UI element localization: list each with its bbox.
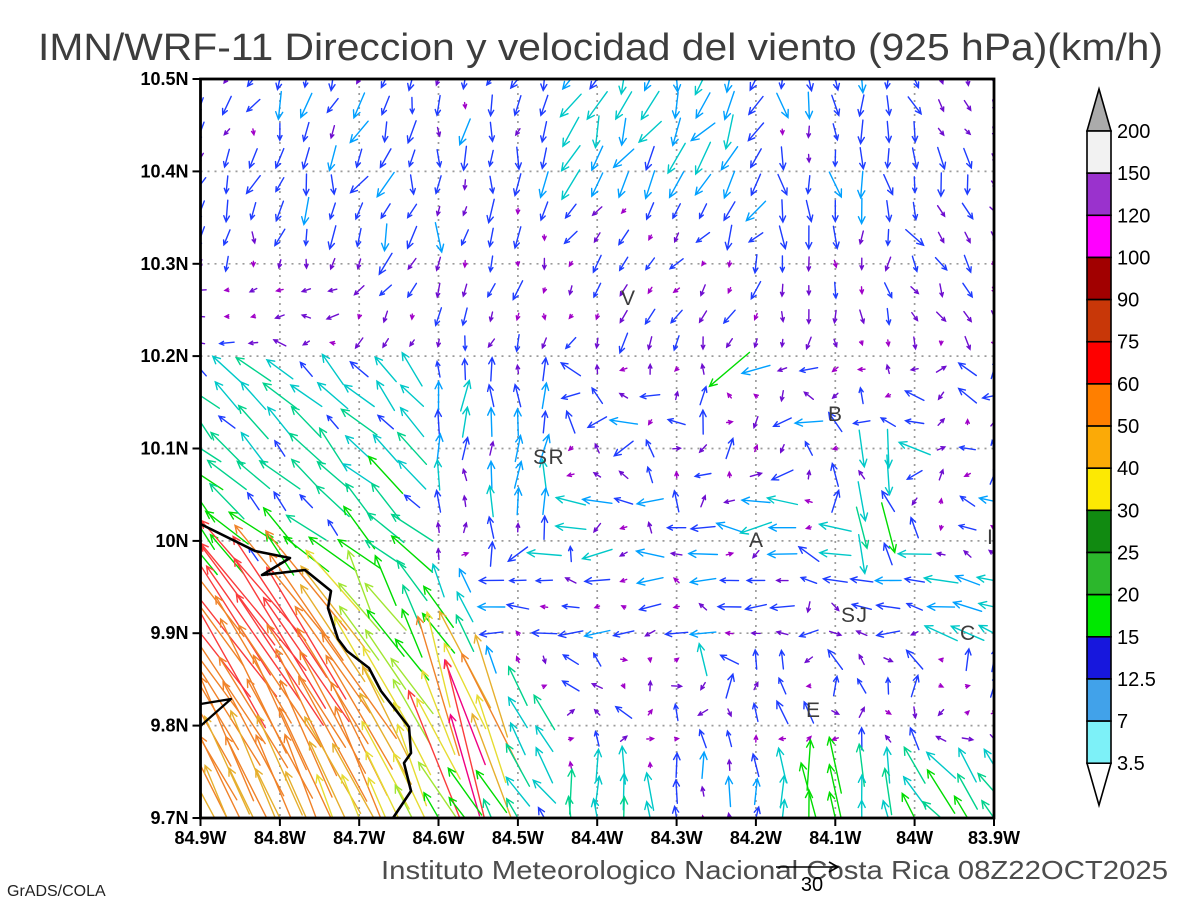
svg-text:200: 200 — [1117, 121, 1150, 143]
svg-text:SR: SR — [533, 446, 565, 469]
svg-text:30: 30 — [801, 874, 823, 896]
svg-text:10N: 10N — [155, 531, 188, 551]
svg-text:C: C — [960, 622, 977, 645]
svg-text:83.9W: 83.9W — [968, 828, 1020, 848]
svg-text:10.1N: 10.1N — [140, 439, 188, 459]
svg-text:GrADS/COLA: GrADS/COLA — [7, 883, 106, 900]
svg-text:84.8W: 84.8W — [254, 828, 306, 848]
svg-text:60: 60 — [1117, 374, 1139, 396]
svg-text:84.3W: 84.3W — [651, 828, 703, 848]
svg-text:9.9N: 9.9N — [150, 623, 188, 643]
svg-text:84W: 84W — [896, 828, 933, 848]
svg-text:30: 30 — [1117, 500, 1139, 522]
svg-text:10.3N: 10.3N — [140, 254, 188, 274]
svg-text:3.5: 3.5 — [1117, 753, 1145, 775]
svg-text:20: 20 — [1117, 585, 1139, 607]
svg-text:84.6W: 84.6W — [412, 828, 464, 848]
svg-text:50: 50 — [1117, 416, 1139, 438]
svg-text:40: 40 — [1117, 458, 1139, 480]
svg-text:SJ: SJ — [841, 604, 869, 627]
svg-text:Instituto Meteorologico Nacion: Instituto Meteorologico Nacional Costa R… — [381, 855, 1168, 885]
svg-text:10.5N: 10.5N — [140, 69, 188, 89]
svg-text:E: E — [806, 699, 822, 722]
svg-text:120: 120 — [1117, 205, 1150, 227]
svg-text:12.5: 12.5 — [1117, 669, 1156, 691]
svg-text:84.1W: 84.1W — [809, 828, 861, 848]
svg-text:10.2N: 10.2N — [140, 346, 188, 366]
svg-text:7: 7 — [1117, 711, 1128, 733]
svg-text:A: A — [749, 529, 765, 552]
svg-text:V: V — [621, 287, 637, 310]
svg-text:84.5W: 84.5W — [492, 828, 544, 848]
svg-text:IMN/WRF-11 Direccion y velocid: IMN/WRF-11 Direccion y velocidad del vie… — [38, 27, 1163, 69]
svg-text:84.4W: 84.4W — [571, 828, 623, 848]
svg-text:84.7W: 84.7W — [333, 828, 385, 848]
svg-text:10.4N: 10.4N — [140, 161, 188, 181]
svg-text:84.2W: 84.2W — [730, 828, 782, 848]
svg-text:I: I — [987, 526, 994, 549]
svg-text:100: 100 — [1117, 247, 1150, 269]
svg-text:25: 25 — [1117, 543, 1139, 565]
svg-text:B: B — [828, 403, 844, 426]
svg-text:15: 15 — [1117, 627, 1139, 649]
svg-text:90: 90 — [1117, 290, 1139, 312]
svg-text:84.9W: 84.9W — [174, 828, 226, 848]
svg-text:75: 75 — [1117, 332, 1139, 354]
svg-text:9.8N: 9.8N — [150, 716, 188, 736]
svg-text:150: 150 — [1117, 163, 1150, 185]
svg-text:9.7N: 9.7N — [150, 808, 188, 828]
